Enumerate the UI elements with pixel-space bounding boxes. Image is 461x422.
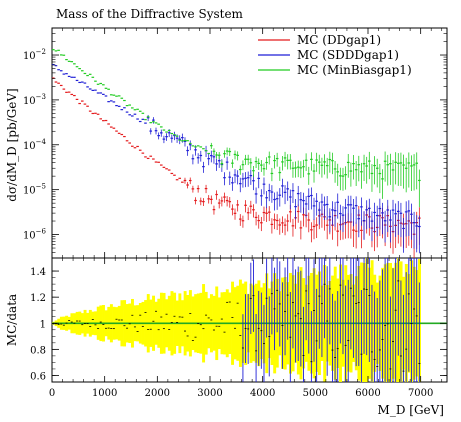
main-series [52,49,421,258]
x-tick-label: 5000 [303,388,328,399]
axis-tick-labels: 0 1000 2000 3000 4000 5000 6000 7000 10−6 10−5 10−… [23,48,433,399]
ratio-y-tick-label: 1.4 [30,267,46,278]
legend: MC (DDgap1)MC (SDDDgap1)MC (MinBiasgap1) [258,33,412,77]
series-0 [52,77,421,258]
ratio-y-tick-label: 1 [40,319,46,330]
ratio-uncertainty-band [52,258,421,382]
y-tick-label: 10−3 [23,93,46,107]
y-tick-label: 10−2 [23,48,46,62]
series-1 [52,63,421,254]
ratio-panel-frame [51,257,448,383]
y-tick-label: 10−5 [23,183,46,197]
x-tick-label: 0 [49,388,55,399]
x-tick-label: 6000 [355,388,380,399]
x-tick-label: 4000 [250,388,275,399]
y-tick-label: 10−6 [23,228,47,242]
axis-ticks [51,28,447,382]
ratio-y-tick-label: 0.6 [30,371,46,382]
legend-label: MC (DDgap1) [297,33,381,47]
series-2 [52,49,421,208]
x-axis-label: M_D [GeV] [378,403,444,417]
chart-title: Mass of the Diffractive System [56,7,244,21]
y-tick-label: 10−4 [23,138,47,152]
x-tick-label: 3000 [197,388,222,399]
legend-label: MC (MinBiasgap1) [297,63,412,77]
y-axis-label-main: dσ/dM_D [pb/GeV] [5,88,19,201]
ratio-y-tick-label: 1.2 [30,293,46,304]
ratio-y-tick-label: 0.8 [30,345,46,356]
x-tick-label: 2000 [145,388,170,399]
x-tick-label: 7000 [408,388,433,399]
x-tick-label: 1000 [92,388,117,399]
legend-label: MC (SDDDgap1) [297,48,399,62]
y-axis-label-ratio: MC/data [5,294,19,346]
ratio-points [52,258,421,382]
